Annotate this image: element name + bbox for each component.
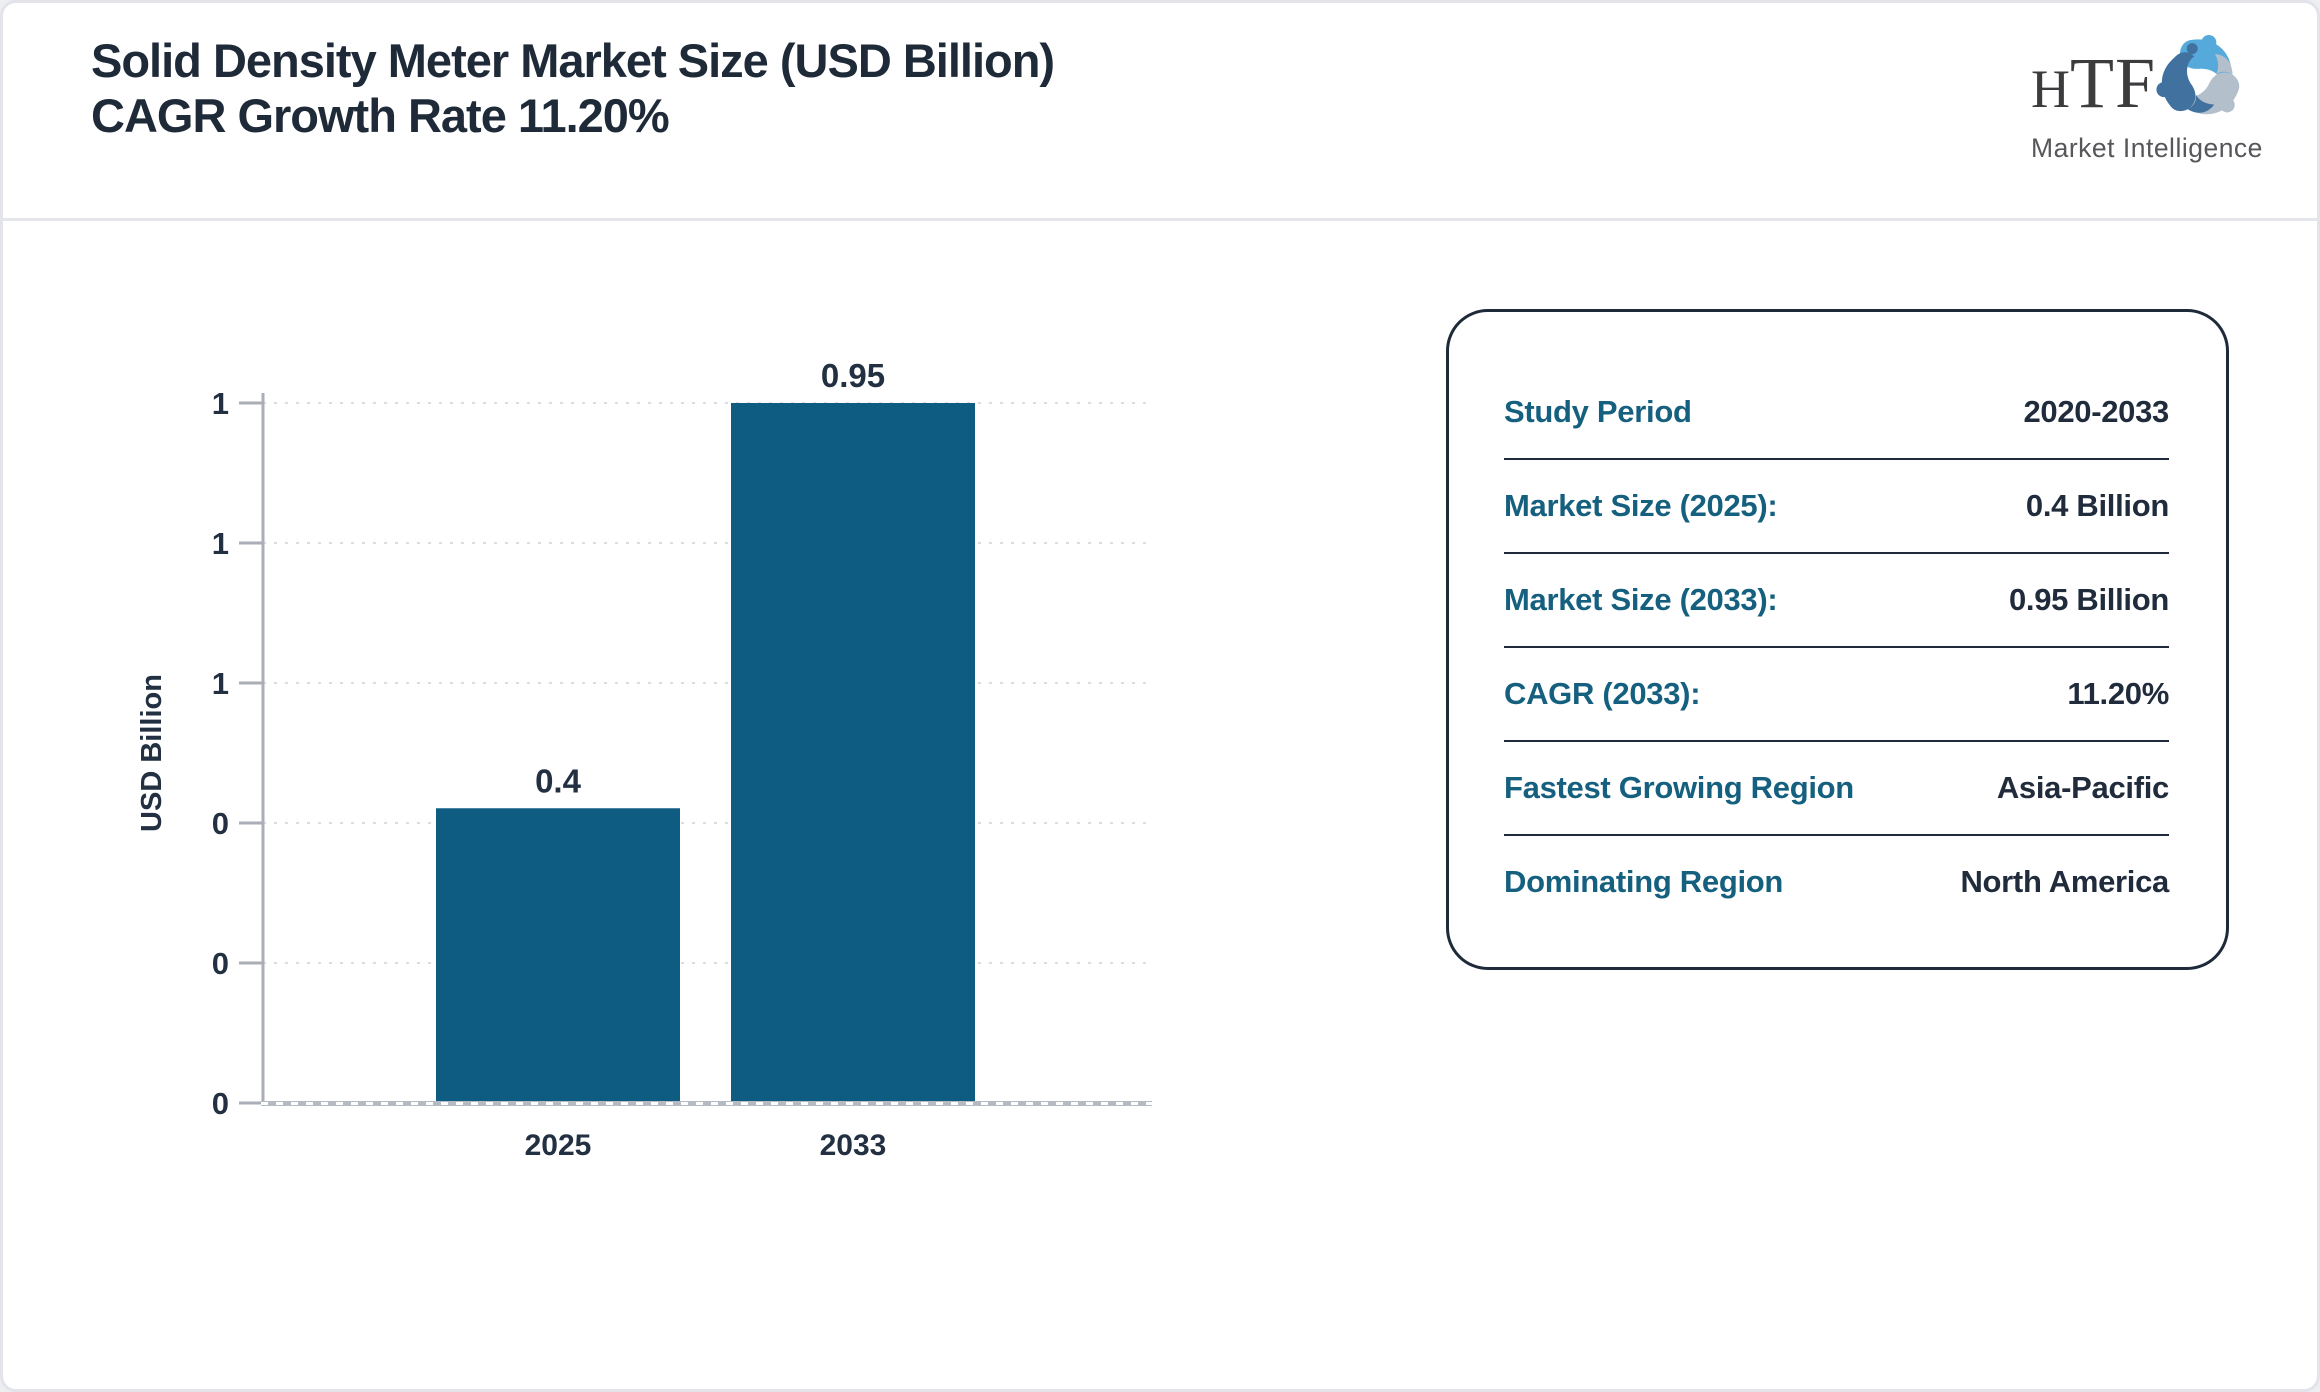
bar-value-label: 0.4 [535, 762, 582, 799]
page-title-line2: CAGR Growth Rate 11.20% [91, 89, 670, 142]
htf-logo-letter-h: H [2031, 59, 2070, 119]
panel-value: Asia-Pacific [1996, 770, 2169, 805]
htf-logo-letters-tf: TF [2070, 43, 2157, 123]
panel-label: Study Period [1504, 394, 1692, 429]
htf-logo: H TF Market Intelligence [2031, 29, 2263, 179]
swirl-figure [2156, 43, 2215, 113]
summary-panel: Study Period 2020-2033 Market Size (2025… [1446, 309, 2229, 970]
panel-label: Dominating Region [1504, 864, 1784, 899]
htf-logo-subtitle: Market Intelligence [2031, 133, 2263, 163]
panel-row-market-size-2033: Market Size (2033): 0.95 Billion [1504, 554, 2169, 648]
y-tick-label: 1 [212, 666, 229, 701]
panel-label: CAGR (2033): [1504, 676, 1701, 711]
page-title-line1: Solid Density Meter Market Size (USD Bil… [91, 34, 1055, 87]
htf-logo-wordmark: H TF [2031, 47, 2156, 119]
y-tick-label: 1 [212, 526, 229, 561]
panel-label: Fastest Growing Region [1504, 770, 1854, 805]
bar-2025 [436, 808, 680, 1103]
header: Solid Density Meter Market Size (USD Bil… [3, 3, 2317, 221]
x-tick-label: 2033 [820, 1129, 887, 1162]
page-title: Solid Density Meter Market Size (USD Bil… [91, 33, 1055, 143]
panel-value: 0.95 Billion [2008, 582, 2169, 617]
panel-row-market-size-2025: Market Size (2025): 0.4 Billion [1504, 460, 2169, 554]
y-tick-label: 1 [212, 386, 229, 421]
panel-value: North America [1960, 864, 2169, 899]
y-tick-label: 0 [212, 1086, 229, 1121]
bar-2033 [731, 403, 975, 1103]
y-tick-label: 0 [212, 946, 229, 981]
panel-row-dominating-region: Dominating Region North America [1504, 836, 2169, 928]
panel-row-study-period: Study Period 2020-2033 [1504, 366, 2169, 460]
bar-chart: 0 0 0 1 1 1 0.4 2025 0.95 2033 USD Billion [53, 283, 1203, 1223]
bar-value-label: 0.95 [821, 357, 885, 394]
panel-row-cagr: CAGR (2033): 11.20% [1504, 648, 2169, 742]
panel-label: Market Size (2025): [1504, 488, 1778, 523]
panel-value: 11.20% [2067, 676, 2169, 711]
people-swirl-icon [2156, 34, 2240, 115]
panel-label: Market Size (2033): [1504, 582, 1778, 617]
panel-value: 2020-2033 [2023, 394, 2169, 429]
y-tick-label: 0 [212, 806, 229, 841]
bar-chart-svg: 0 0 0 1 1 1 0.4 2025 0.95 2033 USD Billion [136, 357, 1152, 1162]
x-tick-label: 2025 [525, 1129, 592, 1162]
htf-logo-row: H TF [2031, 29, 2261, 137]
panel-row-fastest-growing-region: Fastest Growing Region Asia-Pacific [1504, 742, 2169, 836]
panel-value: 0.4 Billion [2025, 488, 2169, 523]
x-axis-line [261, 1101, 1152, 1106]
y-axis-title: USD Billion [136, 674, 168, 832]
